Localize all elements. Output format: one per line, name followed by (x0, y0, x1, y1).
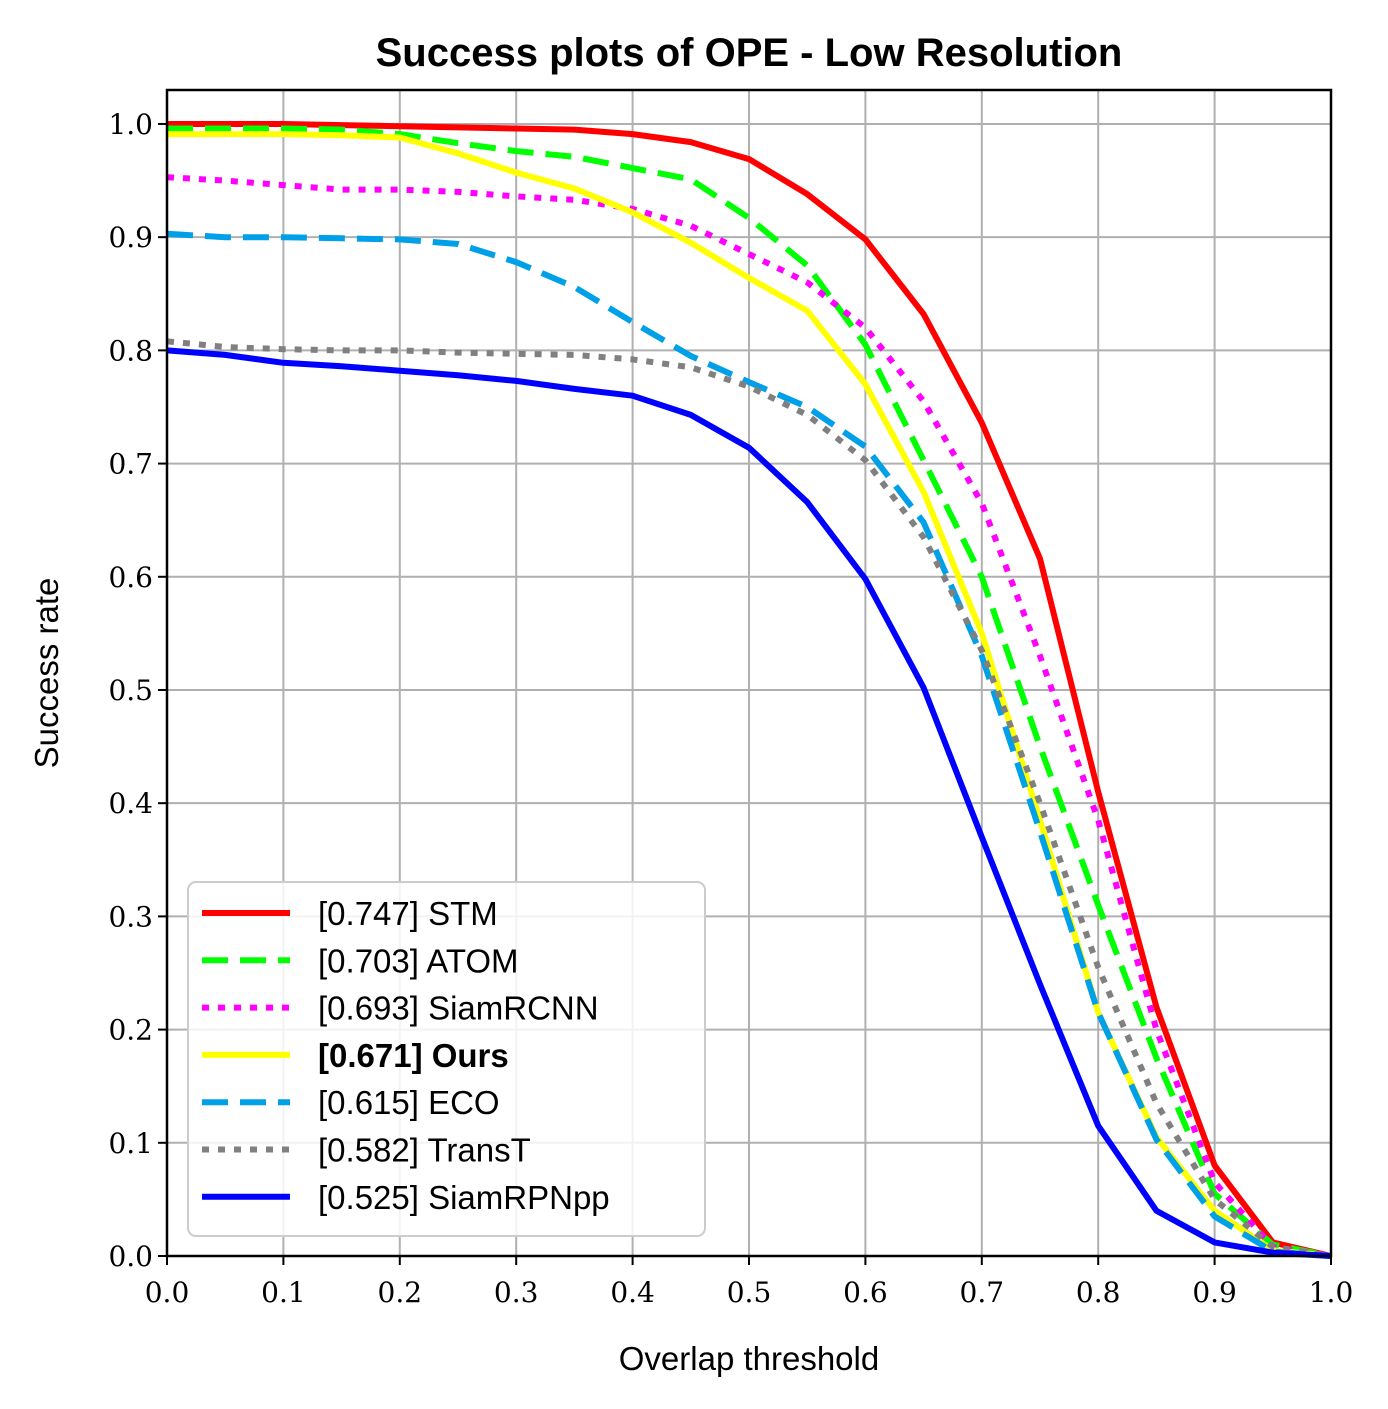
x-tick-label: 0.3 (494, 1276, 539, 1309)
legend-entry-label: [0.747] STM (318, 895, 498, 932)
series-line-5 (166, 338, 1332, 1259)
y-tick-label: 0.2 (108, 1014, 153, 1047)
legend-box (187, 881, 706, 1237)
x-tick-label: 0.6 (843, 1276, 888, 1309)
x-axis-label: Overlap threshold (619, 1340, 879, 1377)
legend-entry-label: [0.525] SiamRPNpp (318, 1179, 610, 1216)
chart-title: Success plots of OPE - Low Resolution (376, 31, 1123, 75)
x-tick-label: 0.0 (145, 1276, 190, 1309)
y-axis-ticks: 0.0 0.1 0.2 0.3 0.4 0.5 0.6 0.7 0.8 0.9 1.0 (108, 108, 167, 1273)
legend-entry-label: [0.693] SiamRCNN (318, 990, 599, 1027)
series-lines (166, 121, 1332, 1259)
legend-entry-label: [0.671] Ours (318, 1037, 509, 1074)
x-axis-ticks: 0.0 0.1 0.2 0.3 0.4 0.5 0.6 0.7 0.8 0.9 1.0 (145, 1256, 1354, 1309)
legend-entry-label: [0.615] ECO (318, 1084, 500, 1121)
x-tick-label: 0.5 (727, 1276, 772, 1309)
y-tick-label: 0.5 (108, 674, 153, 707)
legend-entry-label: [0.582] TransT (318, 1132, 531, 1169)
legend: [0.747] STM [0.703] ATOM [0.693] SiamRCNN [… (187, 881, 706, 1237)
y-tick-label: 0.9 (108, 221, 153, 254)
series-line-4 (166, 230, 1332, 1259)
y-tick-label: 0.0 (108, 1240, 153, 1273)
x-tick-label: 0.1 (261, 1276, 306, 1309)
y-tick-label: 0.4 (108, 787, 153, 820)
y-tick-label: 0.1 (108, 1127, 153, 1160)
x-tick-label: 0.4 (610, 1276, 655, 1309)
x-tick-label: 1.0 (1309, 1276, 1354, 1309)
x-tick-label: 0.9 (1192, 1276, 1237, 1309)
series-line-1 (167, 125, 1332, 1259)
x-tick-label: 0.7 (960, 1276, 1005, 1309)
y-tick-label: 0.6 (108, 561, 153, 594)
y-tick-label: 1.0 (108, 108, 153, 141)
x-tick-label: 0.8 (1076, 1276, 1121, 1309)
y-tick-label: 0.8 (108, 334, 153, 367)
y-tick-label: 0.3 (108, 900, 153, 933)
y-axis-label: Success rate (28, 578, 65, 769)
legend-entry-label: [0.703] ATOM (318, 942, 519, 979)
x-tick-label: 0.2 (378, 1276, 423, 1309)
y-tick-label: 0.7 (108, 448, 153, 481)
series-line-2 (166, 174, 1332, 1259)
series-line-0 (167, 121, 1332, 1259)
series-line-6 (166, 347, 1332, 1259)
